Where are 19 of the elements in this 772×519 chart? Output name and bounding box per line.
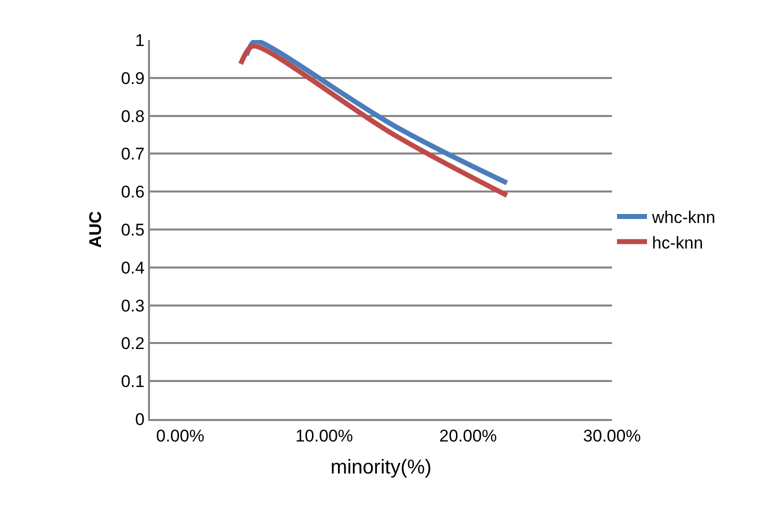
y-tick-label: 0 — [135, 410, 145, 429]
y-axis-title: AUC — [86, 211, 106, 248]
y-tick-label: 0.6 — [120, 182, 145, 202]
y-tick-label: 0.2 — [120, 334, 145, 354]
y-tick-label: 0.7 — [120, 144, 145, 164]
x-tick-label: 20.00% — [439, 426, 497, 446]
y-tick-label: 0.8 — [120, 106, 145, 126]
x-tick-label: 0.00% — [156, 426, 204, 446]
x-tick-label: 30.00% — [583, 426, 641, 446]
y-tick-label: 1 — [135, 30, 145, 50]
legend-label: hc-knn — [652, 233, 704, 252]
x-tick-label: 10.00% — [295, 426, 353, 446]
y-tick-label: 0.3 — [120, 296, 145, 316]
y-tick-label: 0.1 — [120, 372, 145, 392]
y-tick-label: 0.5 — [120, 220, 145, 240]
y-tick-label: 0.9 — [120, 68, 145, 88]
x-axis-title: minority(%) — [330, 456, 432, 478]
legend-label: whc-knn — [651, 208, 716, 228]
y-tick-label: 0.4 — [120, 258, 145, 278]
